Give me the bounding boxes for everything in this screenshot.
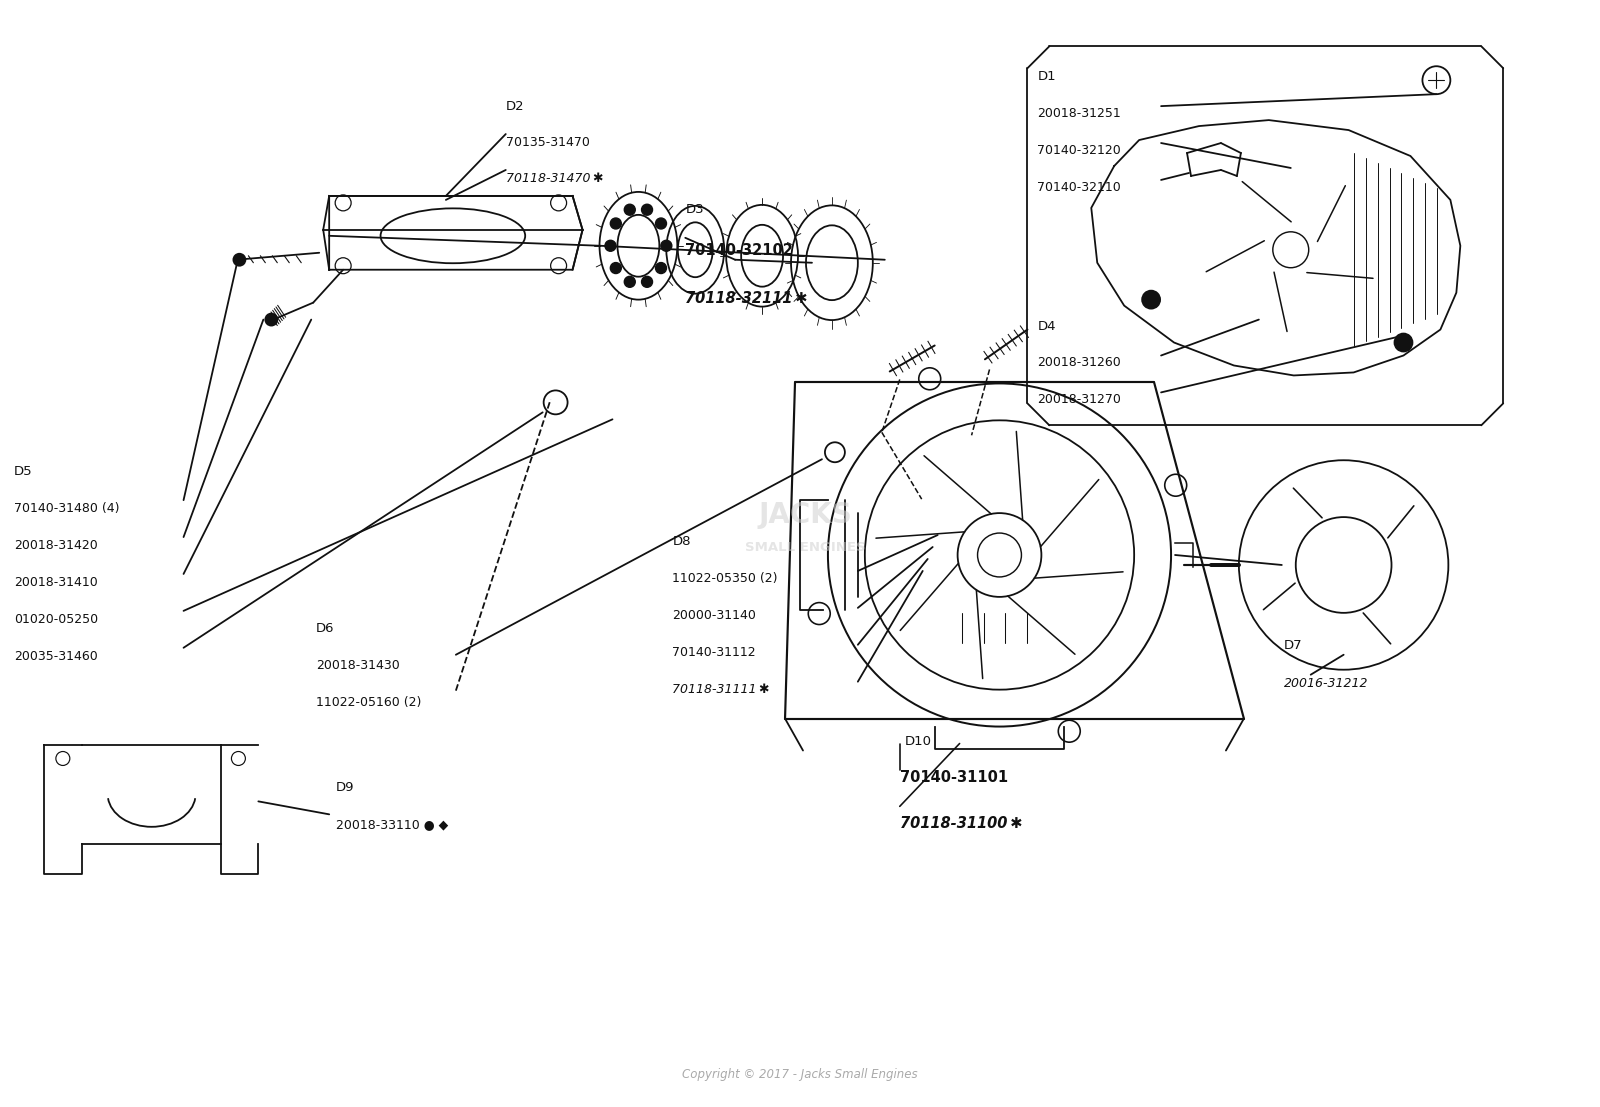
Text: 11022-05160 (2): 11022-05160 (2) — [317, 695, 421, 708]
Text: D1: D1 — [1037, 70, 1056, 83]
Text: 20018-31410: 20018-31410 — [14, 576, 98, 589]
Text: D4: D4 — [1037, 320, 1056, 332]
Text: 20016-31212: 20016-31212 — [1283, 676, 1368, 690]
Text: D7: D7 — [1283, 639, 1302, 652]
Circle shape — [661, 240, 672, 251]
Circle shape — [642, 204, 653, 215]
Text: 70118-31470 ✱: 70118-31470 ✱ — [506, 172, 603, 185]
Circle shape — [642, 277, 653, 288]
Text: 70140-32110: 70140-32110 — [1037, 180, 1122, 194]
Text: 70140-32120: 70140-32120 — [1037, 144, 1122, 157]
Circle shape — [624, 277, 635, 288]
Circle shape — [656, 262, 667, 273]
Text: 70140-31112: 70140-31112 — [672, 645, 755, 659]
Text: 70135-31470: 70135-31470 — [506, 136, 590, 149]
Text: 20018-31420: 20018-31420 — [14, 539, 98, 552]
Text: D3: D3 — [685, 203, 704, 216]
Text: D10: D10 — [904, 735, 931, 747]
Text: D2: D2 — [506, 100, 525, 113]
Text: 20018-31260: 20018-31260 — [1037, 356, 1122, 370]
Circle shape — [656, 218, 667, 229]
Circle shape — [605, 240, 616, 251]
Circle shape — [1142, 291, 1160, 309]
Text: 20018-33110 ● ◆: 20018-33110 ● ◆ — [336, 818, 448, 831]
Text: D6: D6 — [317, 622, 334, 634]
Text: Copyright © 2017 - Jacks Small Engines: Copyright © 2017 - Jacks Small Engines — [682, 1067, 918, 1080]
Text: JACKS: JACKS — [758, 501, 851, 529]
Circle shape — [234, 254, 245, 266]
Circle shape — [624, 204, 635, 215]
Text: D8: D8 — [672, 535, 691, 548]
Text: D5: D5 — [14, 465, 32, 478]
Circle shape — [266, 313, 277, 325]
Text: 70140-32102: 70140-32102 — [685, 242, 794, 258]
Text: 20018-31270: 20018-31270 — [1037, 393, 1122, 406]
Circle shape — [1395, 333, 1413, 352]
Text: 70140-31101: 70140-31101 — [899, 770, 1008, 786]
Text: 11022-05350 (2): 11022-05350 (2) — [672, 572, 778, 584]
Text: 01020-05250: 01020-05250 — [14, 613, 98, 625]
Text: 20035-31460: 20035-31460 — [14, 650, 98, 663]
Text: 20018-31430: 20018-31430 — [317, 659, 400, 672]
Text: 70118-32111 ✱: 70118-32111 ✱ — [685, 291, 808, 306]
Text: 70118-31111 ✱: 70118-31111 ✱ — [672, 683, 770, 695]
Text: 70140-31480 (4): 70140-31480 (4) — [14, 503, 120, 515]
Text: D9: D9 — [336, 782, 355, 795]
Text: SMALL ENGINES: SMALL ENGINES — [744, 540, 866, 554]
Text: 20018-31251: 20018-31251 — [1037, 107, 1122, 121]
Circle shape — [610, 218, 621, 229]
Text: 70118-31100 ✱: 70118-31100 ✱ — [899, 816, 1022, 831]
Circle shape — [610, 262, 621, 273]
Text: 20000-31140: 20000-31140 — [672, 609, 757, 622]
